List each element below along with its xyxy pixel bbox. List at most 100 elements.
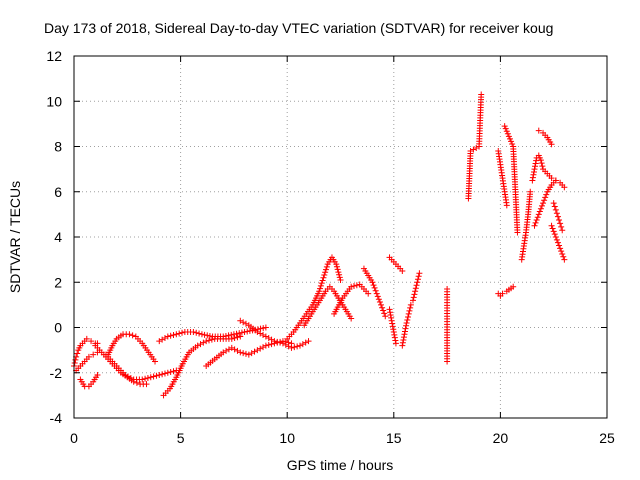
data-point [392, 337, 399, 344]
data-point [379, 304, 386, 311]
data-point [532, 163, 539, 170]
data-point [321, 272, 328, 279]
data-point [392, 340, 399, 347]
series-arc [548, 222, 568, 263]
data-point [223, 347, 230, 354]
data-point [179, 329, 186, 336]
data-point [156, 372, 163, 379]
data-point [167, 368, 174, 375]
data-point [200, 339, 207, 346]
grid [74, 56, 607, 418]
data-point [161, 335, 168, 342]
data-point [403, 319, 410, 326]
data-point [230, 331, 237, 338]
data-point [206, 337, 213, 344]
data-point [529, 177, 536, 184]
data-point [407, 304, 414, 311]
data-point [265, 335, 272, 342]
data-point [533, 157, 540, 164]
data-point [542, 194, 549, 201]
series-arc [301, 283, 355, 329]
data-point [391, 331, 398, 338]
data-point [333, 263, 340, 270]
data-point [411, 291, 418, 298]
data-point [414, 276, 421, 283]
data-point [237, 317, 244, 324]
data-point [387, 312, 394, 319]
data-point [557, 220, 564, 227]
data-point [234, 334, 241, 341]
data-point [254, 347, 261, 354]
y-tick-label: 12 [46, 48, 62, 64]
data-point [161, 370, 168, 377]
data-point [204, 332, 211, 339]
x-tick-label: 0 [70, 430, 78, 446]
data-point [85, 353, 92, 360]
data-point [248, 350, 255, 357]
series-arc [531, 177, 559, 229]
data-point [561, 184, 568, 191]
data-point [277, 339, 284, 346]
data-point [317, 285, 324, 292]
data-point [372, 287, 379, 294]
data-point [378, 301, 385, 308]
series-arc [409, 270, 423, 304]
data-point [409, 297, 416, 304]
data-point [336, 274, 343, 281]
data-point [173, 331, 180, 338]
x-tick-label: 15 [386, 430, 402, 446]
data-point [150, 373, 157, 380]
data-point [387, 309, 394, 316]
plot-frame [73, 55, 608, 419]
data-point [404, 316, 411, 323]
x-tick-label: 10 [279, 430, 295, 446]
data-point [225, 332, 232, 339]
data-point [532, 160, 539, 167]
data-point [416, 270, 423, 277]
data-point [503, 128, 510, 135]
data-point [388, 317, 395, 324]
series-arc [535, 127, 555, 148]
data-point [371, 284, 378, 291]
data-point [561, 256, 568, 263]
data-point [412, 285, 419, 292]
data-point [470, 146, 477, 153]
data-point [225, 346, 232, 353]
data-point [231, 346, 238, 353]
data-point [260, 332, 267, 339]
data-point [537, 157, 544, 164]
data-point [510, 283, 517, 290]
data-point [551, 203, 558, 210]
y-axis-label: SDTVAR / TECUs [7, 181, 23, 293]
data-point [147, 374, 154, 381]
data-point [71, 359, 78, 366]
data-point [240, 319, 247, 326]
data-point [514, 229, 521, 236]
series-arc [444, 286, 451, 365]
data-point [509, 140, 516, 147]
data-point [548, 141, 555, 148]
data-point [262, 342, 269, 349]
data-point [553, 210, 560, 217]
data-point [322, 269, 329, 276]
data-point [369, 279, 376, 286]
data-point [551, 231, 558, 238]
data-point [265, 341, 272, 348]
data-point [556, 217, 563, 224]
series-arc [495, 283, 517, 299]
data-point [156, 338, 163, 345]
data-point [94, 372, 101, 379]
data-point [399, 339, 406, 346]
data-point [251, 348, 258, 355]
series-arc [237, 317, 312, 351]
data-point [228, 335, 235, 342]
data-point [83, 335, 90, 342]
data-point [557, 245, 564, 252]
series-arc [386, 306, 399, 347]
data-point [294, 343, 301, 350]
data-point [260, 344, 267, 351]
data-point [133, 379, 140, 386]
data-point [193, 329, 200, 336]
data-point [170, 332, 177, 339]
x-tick-label: 5 [177, 430, 185, 446]
